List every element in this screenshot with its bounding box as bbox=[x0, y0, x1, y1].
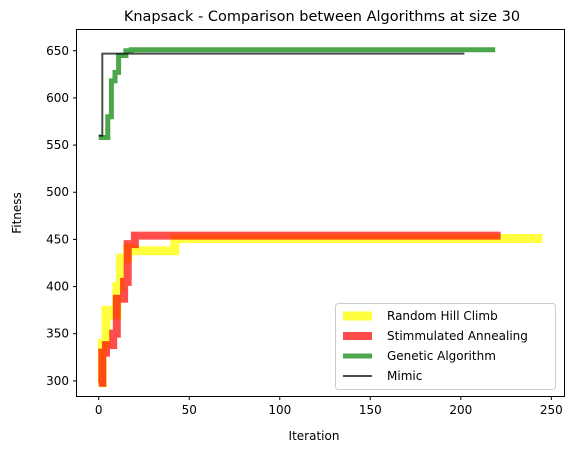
legend-items: Random Hill Climb Stimmulated Annealing Ge… bbox=[343, 309, 528, 383]
x-tick-label: 50 bbox=[182, 403, 197, 417]
y-tick-label: 650 bbox=[46, 44, 69, 58]
series-line-2 bbox=[98, 47, 496, 140]
x-axis: 0 50 100 150 200 250 bbox=[95, 396, 563, 417]
y-tick-label: 350 bbox=[46, 327, 69, 341]
y-tick-label: 500 bbox=[46, 185, 69, 199]
legend-label-3: Mimic bbox=[387, 369, 422, 383]
plot-lines bbox=[97, 47, 543, 388]
y-tick-label: 550 bbox=[46, 138, 69, 152]
y-tick-label: 450 bbox=[46, 232, 69, 246]
x-tick-label: 0 bbox=[95, 403, 103, 417]
y-tick-label: 600 bbox=[46, 91, 69, 105]
y-axis: 300 350 400 450 500 550 600 650 bbox=[46, 44, 77, 388]
x-tick-label: 250 bbox=[540, 403, 563, 417]
legend-label-2: Genetic Algorithm bbox=[387, 349, 496, 363]
chart-title: Knapsack - Comparison between Algorithms… bbox=[124, 9, 520, 25]
y-tick-label: 300 bbox=[46, 374, 69, 388]
legend-label-1: Stimmulated Annealing bbox=[387, 329, 528, 343]
x-tick-label: 150 bbox=[359, 403, 382, 417]
x-axis-label: Iteration bbox=[289, 429, 340, 443]
series-line-3 bbox=[98, 52, 465, 137]
y-tick-label: 400 bbox=[46, 280, 69, 294]
y-axis-label: Fitness bbox=[10, 192, 24, 234]
plot-frame bbox=[76, 29, 565, 397]
series-line-1 bbox=[98, 231, 501, 387]
legend-label-0: Random Hill Climb bbox=[387, 309, 498, 323]
legend-box bbox=[335, 303, 556, 390]
x-tick-label: 100 bbox=[268, 403, 291, 417]
legend: Random Hill Climb Stimmulated Annealing Ge… bbox=[335, 303, 556, 390]
x-tick-label: 200 bbox=[449, 403, 472, 417]
